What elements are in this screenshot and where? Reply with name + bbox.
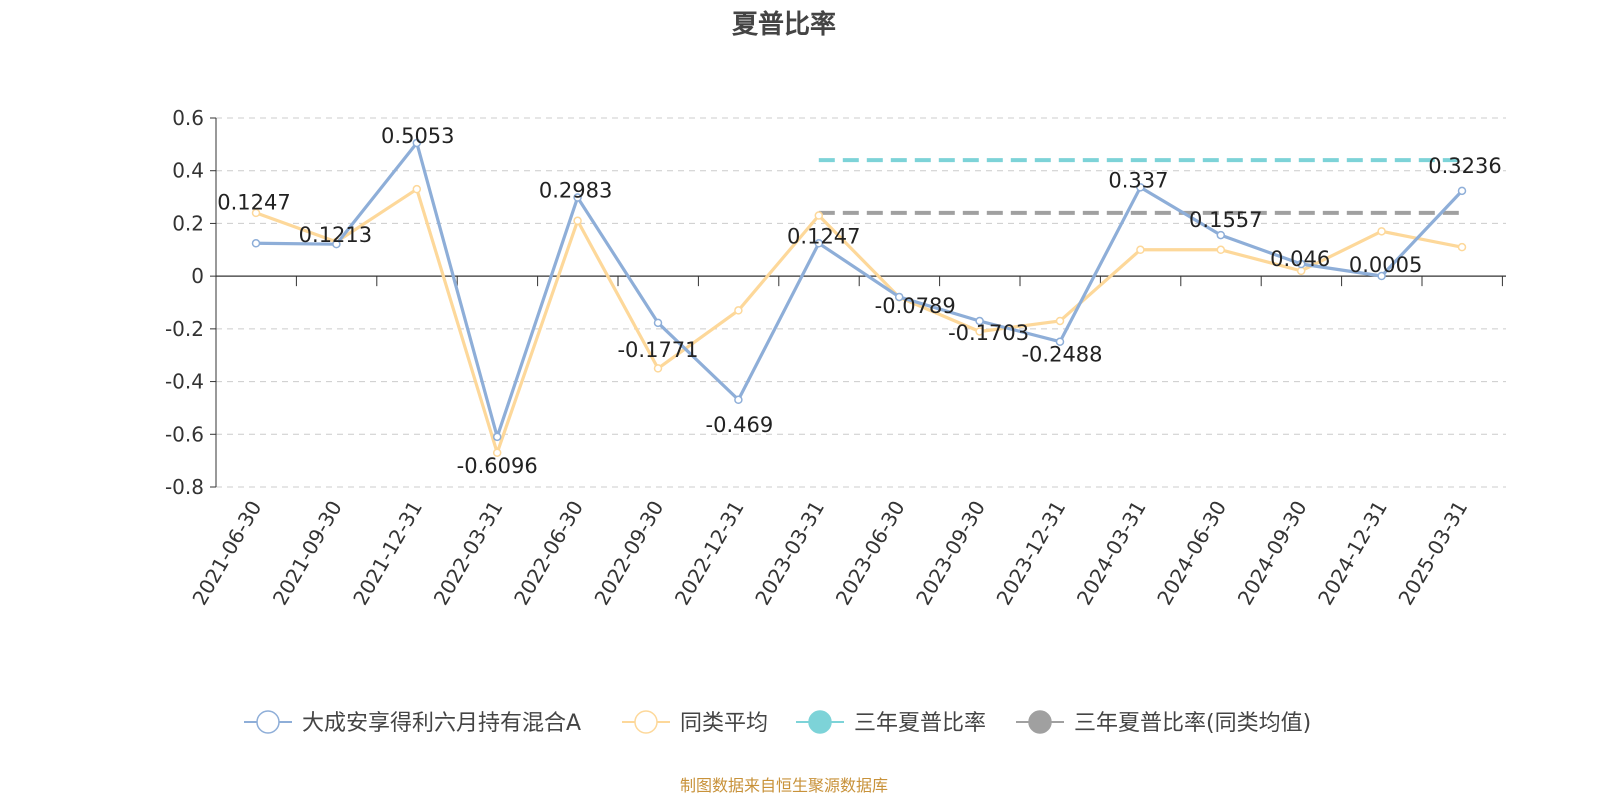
series-point-0 (1216, 230, 1226, 240)
x-tick-label: 2024-12-31 (1313, 497, 1392, 610)
x-tick-label: 2023-03-31 (750, 497, 829, 610)
legend-item-2[interactable]: 三年夏普比率 (796, 710, 986, 736)
series-point-0 (1055, 337, 1065, 346)
legend-label: 同类平均 (680, 711, 768, 736)
series-point-1 (1055, 316, 1065, 326)
legend-item-1[interactable]: 同类平均 (622, 710, 768, 736)
x-tick-label: 2023-06-30 (831, 497, 910, 610)
series-point-1 (975, 327, 984, 336)
series-point-1 (653, 364, 663, 373)
legend-swatch-marker (808, 710, 832, 734)
legend-label: 大成安享得利六月持有混合A (302, 711, 581, 736)
x-tick-label: 2024-03-31 (1072, 497, 1151, 610)
x-tick-label: 2022-06-30 (509, 497, 588, 610)
series-point-1 (573, 216, 582, 226)
series-point-1 (814, 211, 824, 220)
legend-swatch-marker (1028, 710, 1052, 734)
legend-swatch-marker (256, 710, 280, 734)
series-point-0 (332, 239, 341, 249)
legend-item-0[interactable]: 大成安享得利六月持有混合A (244, 710, 581, 736)
y-tick-label: 0.6 (172, 106, 204, 130)
series-point-0 (573, 193, 582, 202)
data-label: -0.2488 (1021, 343, 1102, 367)
series-point-0 (1136, 183, 1145, 192)
grid-lines (216, 117, 1506, 488)
series-point-1 (492, 448, 502, 457)
y-tick-label: 0 (191, 264, 204, 288)
y-tick-label: 0.4 (172, 159, 204, 183)
x-tick-label: 2023-12-31 (991, 497, 1070, 610)
legend-label: 三年夏普比率(同类均值) (1074, 711, 1311, 736)
x-tick-label: 2021-12-31 (348, 497, 427, 610)
data-label: -0.469 (706, 413, 774, 437)
y-tick-label: -0.2 (165, 317, 204, 341)
y-tick-label: -0.4 (165, 370, 204, 394)
legend[interactable]: 大成安享得利六月持有混合A 同类平均 三年夏普比率 三年夏普比率(同类均值) (244, 710, 1311, 736)
x-tick-label: 2023-09-30 (911, 497, 990, 610)
x-tick-label: 2022-03-31 (429, 497, 508, 610)
series-point-0 (894, 292, 904, 302)
series-point-1 (1377, 227, 1386, 236)
series-point-0 (1377, 271, 1386, 281)
data-label: 0.1213 (299, 223, 372, 247)
data-label: -0.0789 (875, 294, 956, 318)
series-line-0 (255, 141, 1464, 439)
series-point-0 (412, 138, 422, 148)
data-label: 0.0005 (1349, 253, 1422, 277)
data-label: 0.5053 (381, 124, 454, 148)
data-label: 0.3236 (1428, 154, 1501, 178)
series-point-0 (1457, 186, 1467, 196)
series-point-0 (492, 432, 502, 442)
series-line-1 (255, 187, 1463, 455)
y-tick-label: 0.2 (172, 211, 204, 235)
series-point-0 (814, 239, 824, 248)
legend-swatch-marker (634, 710, 658, 734)
legend-item-3[interactable]: 三年夏普比率(同类均值) (1016, 710, 1311, 736)
data-labels: 0.1247 0.1213 0.5053 -0.6096 0.2983 -0.1771 -0… (217, 124, 1501, 478)
series-point-1 (1216, 245, 1226, 255)
x-tick-label: 2022-09-30 (589, 497, 668, 610)
x-tick-label: 2021-06-30 (187, 497, 266, 610)
series-point-0 (975, 316, 984, 326)
x-tick-label: 2025-03-31 (1393, 497, 1472, 610)
chart-title: 夏普比率 (732, 9, 836, 40)
legend-label: 三年夏普比率 (854, 711, 986, 736)
series-point-1 (412, 184, 422, 194)
x-tick-label: 2024-09-30 (1233, 497, 1312, 610)
data-label: 0.337 (1108, 168, 1168, 192)
data-label: -0.6096 (457, 454, 538, 478)
series-point-1 (1457, 242, 1467, 252)
series-point-0 (1296, 259, 1306, 269)
data-label: 0.1247 (787, 224, 860, 248)
y-tick-label: -0.8 (165, 475, 204, 499)
x-tick-label: 2021-09-30 (268, 497, 347, 610)
series-point-1 (251, 208, 261, 218)
series-point-0 (734, 395, 743, 405)
y-tick-label: -0.6 (165, 422, 204, 446)
series-point-1 (1136, 245, 1145, 255)
series-point-1 (734, 306, 743, 315)
data-label: -0.1771 (617, 338, 698, 362)
data-label: 0.1247 (217, 190, 290, 214)
series-lines (251, 138, 1467, 457)
data-label: -0.1703 (948, 321, 1029, 345)
data-label: 0.2983 (539, 179, 612, 203)
data-label: 0.046 (1270, 247, 1330, 271)
series-point-0 (251, 239, 261, 248)
series-point-0 (653, 318, 663, 328)
data-label: 0.1557 (1189, 208, 1262, 232)
x-tick-label: 2024-06-30 (1152, 497, 1231, 610)
x-tick-label: 2022-12-31 (670, 497, 749, 610)
source-note: 制图数据来自恒生聚源数据库 (680, 776, 888, 795)
